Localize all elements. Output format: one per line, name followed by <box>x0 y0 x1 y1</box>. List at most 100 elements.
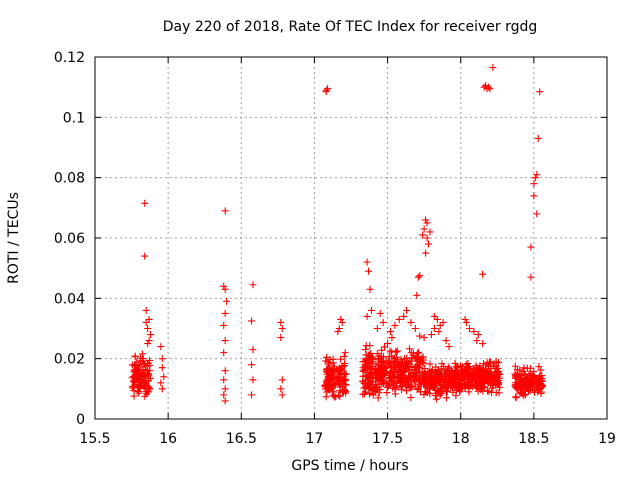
data-point <box>531 174 539 182</box>
data-point <box>519 380 527 388</box>
x-tick-label: 17.5 <box>372 431 403 447</box>
data-point <box>404 377 412 385</box>
data-point <box>426 228 434 236</box>
y-axis-label: ROTI / TECUs <box>6 192 22 284</box>
data-point <box>366 285 374 293</box>
data-point <box>530 180 538 188</box>
data-point <box>518 390 526 398</box>
data-point <box>337 315 345 323</box>
data-point <box>485 83 493 91</box>
data-point <box>463 318 471 326</box>
data-point <box>413 385 421 393</box>
data-point <box>278 325 286 332</box>
data-point <box>221 385 229 393</box>
data-point <box>442 394 450 402</box>
data-point <box>342 389 350 397</box>
data-point <box>220 391 228 399</box>
data-point <box>474 331 482 339</box>
data-point <box>248 317 256 325</box>
data-point <box>474 377 482 385</box>
data-point <box>141 199 149 207</box>
data-point <box>277 318 285 326</box>
data-point <box>395 363 403 371</box>
data-point <box>392 348 400 356</box>
data-point <box>221 309 229 317</box>
data-point <box>220 282 228 290</box>
data-point <box>221 367 229 375</box>
data-point <box>365 267 373 275</box>
data-point <box>427 383 435 391</box>
data-point <box>144 325 152 332</box>
x-tick-label: 17 <box>306 431 324 447</box>
data-point <box>321 385 329 393</box>
data-point <box>221 207 229 215</box>
data-point <box>142 306 150 314</box>
x-tick-label: 16 <box>159 431 177 447</box>
data-point <box>533 380 541 388</box>
data-point <box>492 379 500 387</box>
data-point <box>487 358 495 366</box>
data-point <box>523 384 531 392</box>
data-point <box>420 225 428 233</box>
data-point <box>324 85 332 93</box>
data-point <box>426 360 434 368</box>
data-point <box>449 372 457 380</box>
data-point <box>444 363 452 371</box>
data-point <box>220 349 228 357</box>
data-point <box>414 273 422 281</box>
data-point <box>404 363 412 371</box>
data-point <box>249 281 257 289</box>
data-point <box>427 331 435 339</box>
data-point <box>393 347 401 355</box>
data-point <box>403 306 411 314</box>
data-point <box>441 366 449 374</box>
data-point <box>423 219 431 227</box>
data-point <box>408 382 416 390</box>
data-point <box>433 315 441 323</box>
data-point <box>462 381 470 389</box>
data-point <box>489 64 497 72</box>
data-point <box>434 367 442 375</box>
data-point <box>442 337 450 345</box>
data-point <box>432 395 440 403</box>
data-point <box>338 318 346 326</box>
data-point <box>335 367 343 375</box>
data-point <box>524 376 532 384</box>
y-tick-label: 0.06 <box>54 231 85 247</box>
data-point <box>380 362 388 370</box>
data-point <box>373 350 381 358</box>
data-point <box>375 377 383 385</box>
data-point <box>340 375 348 383</box>
data-point <box>523 364 531 372</box>
data-point <box>415 355 423 363</box>
data-point <box>363 358 371 366</box>
data-point <box>341 349 349 357</box>
data-point <box>393 383 401 391</box>
data-point <box>363 258 371 266</box>
data-point <box>366 390 374 398</box>
data-point <box>362 371 370 379</box>
data-point <box>330 365 338 373</box>
data-points <box>128 64 547 405</box>
data-point <box>446 376 454 384</box>
data-point <box>386 328 394 336</box>
data-point <box>249 346 257 354</box>
data-point <box>158 355 166 363</box>
data-point <box>130 368 138 376</box>
data-point <box>386 360 394 368</box>
data-point <box>323 365 331 373</box>
data-point <box>436 391 444 399</box>
x-tick-label: 18 <box>452 431 470 447</box>
data-point <box>516 366 524 374</box>
data-point <box>479 378 487 386</box>
data-point <box>383 389 391 397</box>
data-point <box>468 369 476 377</box>
data-point <box>481 366 489 374</box>
data-point <box>368 382 376 390</box>
grid-lines <box>95 57 607 419</box>
data-point <box>400 312 408 320</box>
data-point <box>479 270 487 278</box>
y-tick-label: 0.1 <box>63 110 85 126</box>
data-point <box>376 309 384 317</box>
